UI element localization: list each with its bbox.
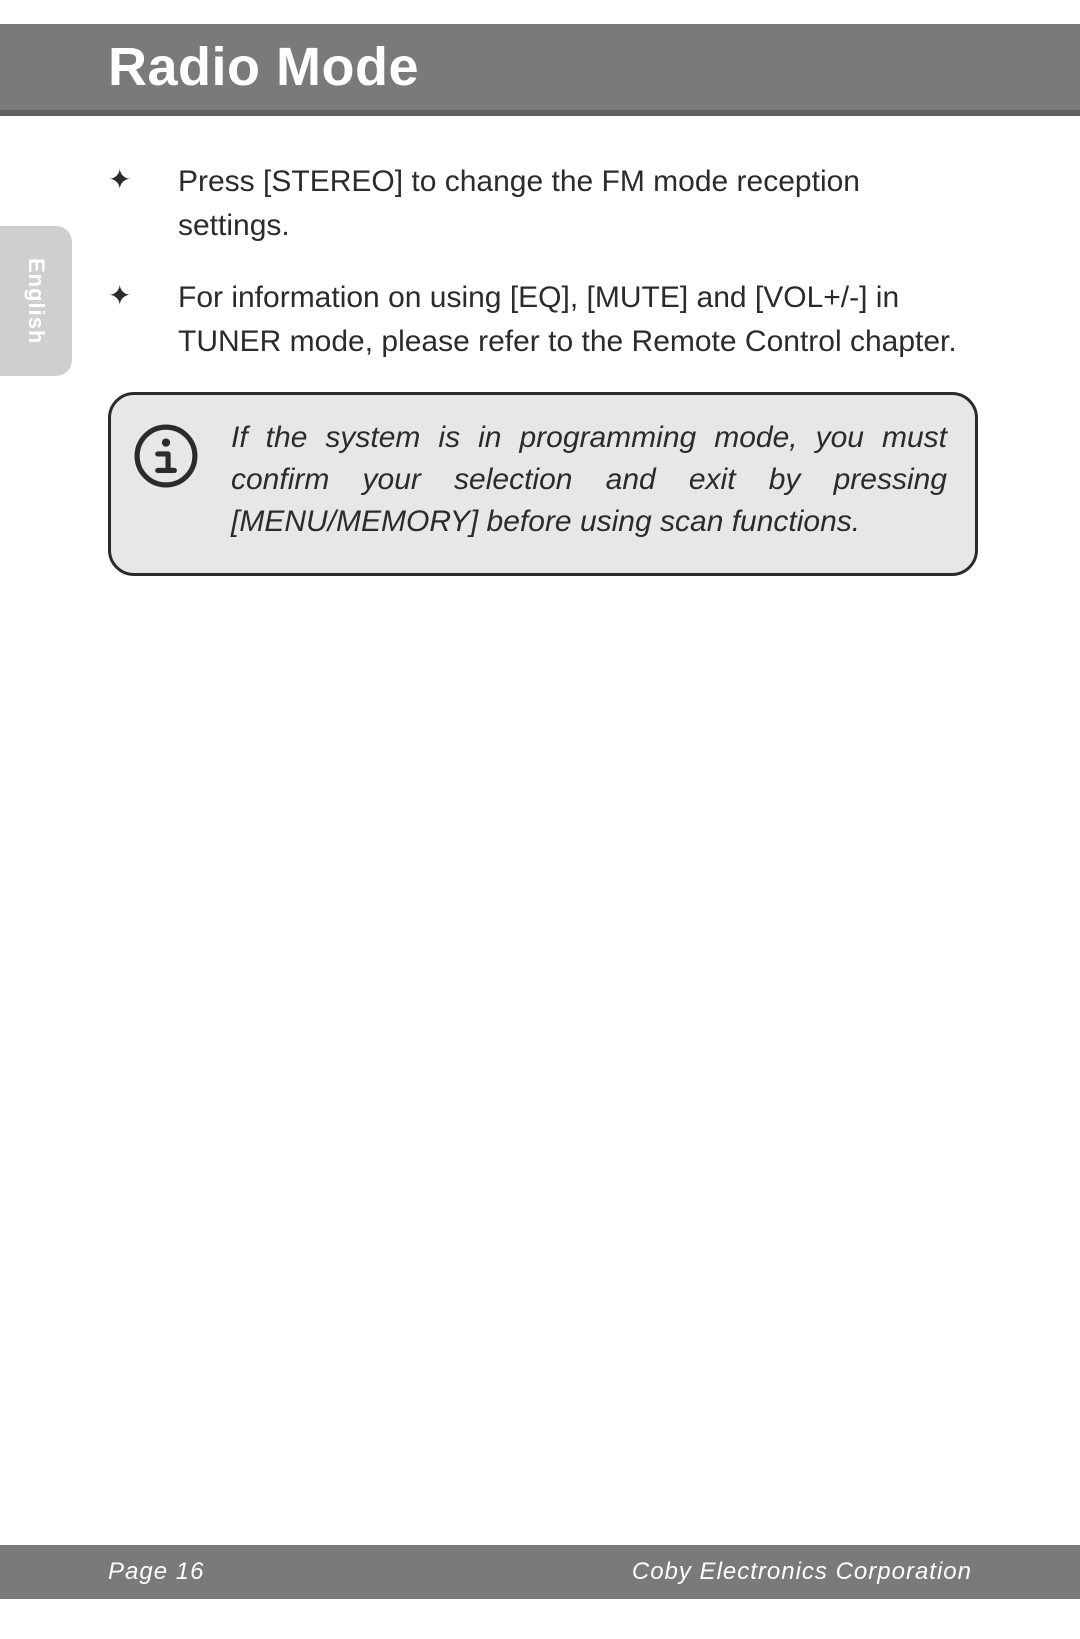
info-icon (133, 423, 199, 489)
list-item-text: For information on using [EQ], [MUTE] an… (178, 276, 978, 364)
footer-band: Page 16 Coby Electronics Corporation (0, 1545, 1080, 1599)
bullet-list: ✦ Press [STEREO] to change the FM mode r… (108, 160, 978, 364)
page-title: Radio Mode (108, 36, 419, 98)
sparkle-icon: ✦ (108, 160, 178, 200)
list-item: ✦ Press [STEREO] to change the FM mode r… (108, 160, 978, 248)
page-number: Page 16 (108, 1558, 204, 1586)
info-callout: If the system is in programming mode, yo… (108, 392, 978, 576)
content-area: ✦ Press [STEREO] to change the FM mode r… (108, 160, 978, 576)
language-label: English (23, 258, 49, 344)
sparkle-icon: ✦ (108, 276, 178, 316)
language-tab: English (0, 226, 72, 376)
company-name: Coby Electronics Corporation (632, 1558, 972, 1586)
list-item-text: Press [STEREO] to change the FM mode rec… (178, 160, 978, 248)
info-text: If the system is in programming mode, yo… (231, 417, 947, 543)
list-item: ✦ For information on using [EQ], [MUTE] … (108, 276, 978, 364)
manual-page: Radio Mode English ✦ Press [STEREO] to c… (0, 0, 1080, 1639)
header-band: Radio Mode (0, 24, 1080, 116)
